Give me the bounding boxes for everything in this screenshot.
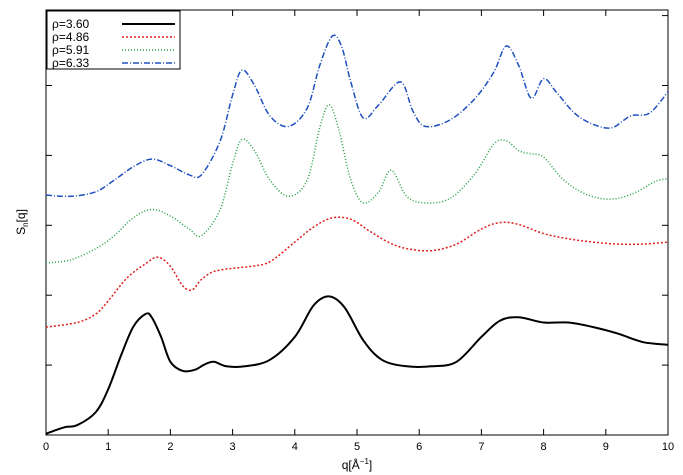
y-axis-label-sub: n [21, 222, 30, 226]
series-group [45, 34, 669, 435]
series-line-3 [45, 104, 669, 264]
legend: ρ=3.60ρ=4.86ρ=5.91ρ=6.33 [46, 10, 181, 70]
legend-label-4: ρ=6.33 [52, 56, 90, 70]
legend-label-3: ρ=5.91 [52, 43, 90, 57]
x-tick-label: 7 [478, 441, 484, 453]
x-axis-label-main: q[Å [342, 457, 360, 472]
x-axis: 0 1 2 3 4 5 6 7 8 9 10 [43, 10, 674, 453]
x-axis-label-sup: −1 [360, 457, 370, 466]
x-tick-label: 1 [105, 441, 111, 453]
series-line-2 [45, 216, 669, 328]
legend-label-2: ρ=4.86 [52, 30, 90, 44]
x-tick-label: 0 [43, 441, 49, 453]
x-axis-label: q[Å−1] [342, 457, 372, 472]
plot-frame [45, 9, 669, 436]
y-axis-label: Sn[q] [14, 209, 30, 235]
x-axis-label-end: ] [369, 458, 372, 472]
x-tick-label: 4 [292, 441, 298, 453]
series-line-1 [45, 295, 669, 435]
legend-label-1: ρ=3.60 [52, 17, 90, 31]
x-tick-label: 5 [354, 441, 360, 453]
y-axis-label-end: [q] [14, 209, 28, 222]
x-tick-label: 3 [230, 441, 236, 453]
x-tick-label: 6 [416, 441, 422, 453]
legend-box [46, 10, 181, 70]
x-tick-label: 9 [603, 441, 609, 453]
x-tick-label: 8 [541, 441, 547, 453]
x-tick-label: 2 [167, 441, 173, 453]
x-tick-label: 10 [662, 441, 674, 453]
series-line-4 [45, 34, 669, 198]
y-axis [46, 15, 668, 366]
y-axis-label-main: S [14, 227, 28, 235]
